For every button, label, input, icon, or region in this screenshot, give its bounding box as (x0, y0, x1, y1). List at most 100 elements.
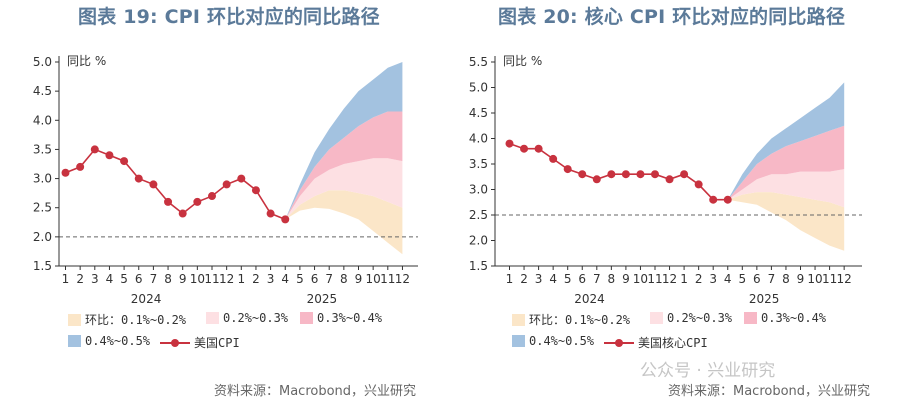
forecast-band-2 (727, 169, 845, 208)
y-tick-label: 1.5 (469, 259, 488, 273)
x-tick-label: 11 (822, 272, 837, 286)
legend-line-marker (604, 337, 634, 349)
forecast-band-3 (727, 125, 845, 200)
forecast-band-2 (285, 158, 403, 220)
watermark: 公众号 · 兴业研究 (640, 361, 776, 381)
legend-band3: 0.3%~0.4% (300, 311, 382, 325)
chart-1-plot: 同比 %1.52.02.53.03.54.04.55.01 2 3 4 5 6 7 8 9 10 1… (33, 54, 418, 306)
year-label: 2025 (307, 292, 338, 306)
legend-band4: 0.4%~0.5% (512, 334, 594, 348)
x-tick-label: 9 (622, 272, 630, 286)
data-point (534, 144, 543, 153)
x-tick-label: 10 (366, 272, 381, 286)
legend-swatch (512, 335, 525, 347)
x-tick-label: 5 (120, 272, 128, 286)
data-point (520, 144, 529, 153)
data-point (709, 195, 718, 204)
year-label: 2024 (574, 292, 605, 306)
legend-line-marker (160, 337, 190, 349)
x-tick-label: 6 (135, 272, 143, 286)
legend-swatch (68, 335, 81, 347)
legend-label: 0.4%~0.5% (85, 334, 151, 348)
legend-label: 环比：0.1%~0.2% (85, 313, 187, 327)
x-tick-label: 11 (647, 272, 662, 286)
x-tick-label: 6 (311, 272, 319, 286)
legend-band1: 环比：0.1%~0.2% (512, 311, 630, 328)
y-tick-label: 3.5 (469, 157, 488, 171)
y-axis-label: 同比 % (503, 54, 542, 68)
x-tick-label: 3 (535, 272, 543, 286)
y-tick-label: 4.5 (33, 84, 52, 98)
data-point (178, 209, 187, 218)
y-tick-label: 3.5 (33, 142, 52, 156)
data-point (164, 197, 173, 206)
x-tick-label: 1 (506, 272, 514, 286)
year-label: 2025 (749, 292, 780, 306)
y-tick-label: 2.5 (469, 208, 488, 222)
legend-band4: 0.4%~0.5% (68, 334, 150, 348)
data-point (208, 192, 216, 201)
y-tick-label: 2.5 (33, 201, 52, 215)
chart-2-plot: 同比 %1.52.02.53.03.54.04.55.05.51 2 3 4 5 6 7 8 9… (469, 54, 862, 306)
x-tick-label: 9 (355, 272, 363, 286)
x-tick-label: 10 (190, 272, 205, 286)
y-tick-label: 5.0 (469, 81, 488, 95)
y-tick-label: 2.0 (33, 230, 52, 244)
data-point (549, 154, 558, 163)
x-tick-label: 5 (564, 272, 572, 286)
x-tick-label: 10 (633, 272, 648, 286)
data-point (651, 170, 659, 179)
data-point (505, 139, 514, 148)
data-point (251, 186, 260, 195)
data-point (90, 145, 99, 154)
data-point (694, 180, 703, 189)
y-tick-label: 5.5 (469, 55, 488, 69)
x-tick-label: 7 (325, 272, 333, 286)
legend-label: 0.3%~0.4% (761, 311, 827, 325)
legend-swatch (744, 312, 757, 324)
y-tick-label: 3.0 (469, 183, 488, 197)
x-tick-label: 6 (753, 272, 761, 286)
legend-line: 美国核心CPI (604, 334, 708, 351)
data-point (120, 157, 129, 166)
legend-line: 美国CPI (160, 334, 240, 351)
legend-label: 0.3%~0.4% (317, 311, 383, 325)
y-tick-label: 2.0 (469, 234, 488, 248)
x-tick-label: 3 (709, 272, 717, 286)
series-line (65, 148, 286, 221)
x-tick-label: 5 (296, 272, 304, 286)
y-tick-label: 3.0 (33, 172, 52, 186)
chart-2-source: 资料来源：Macrobond，兴业研究 (668, 384, 871, 399)
x-tick-label: 1 (237, 272, 245, 286)
legend-band2: 0.2%~0.3% (206, 311, 288, 325)
data-point (621, 170, 630, 179)
x-tick-label: 7 (593, 272, 601, 286)
legend-label: 美国核心CPI (638, 336, 708, 350)
y-tick-label: 4.5 (469, 106, 488, 120)
legend-label: 环比：0.1%~0.2% (529, 313, 631, 327)
chart-2-title: 图表 20: 核心 CPI 环比对应的同比路径 (498, 6, 846, 28)
y-tick-label: 5.0 (33, 55, 52, 69)
legend-label: 0.2%~0.3% (667, 311, 733, 325)
data-point (76, 162, 85, 171)
x-tick-label: 1 (680, 272, 688, 286)
y-axis-label: 同比 % (67, 54, 106, 68)
data-point (105, 151, 114, 160)
forecast-band-1 (727, 192, 845, 251)
data-point (134, 174, 143, 183)
x-tick-label: 9 (179, 272, 187, 286)
x-tick-label: 7 (768, 272, 776, 286)
x-tick-label: 3 (267, 272, 275, 286)
legend-label: 0.2%~0.3% (223, 311, 289, 325)
year-label: 2024 (131, 292, 162, 306)
data-point (266, 209, 275, 218)
forecast-band-4 (727, 82, 845, 200)
data-point (237, 174, 246, 183)
legend-label: 0.4%~0.5% (529, 334, 595, 348)
x-tick-label: 11 (380, 272, 395, 286)
data-point (636, 170, 645, 179)
legend-swatch (206, 312, 219, 324)
y-tick-label: 4.0 (469, 132, 488, 146)
y-tick-label: 4.0 (33, 113, 52, 127)
